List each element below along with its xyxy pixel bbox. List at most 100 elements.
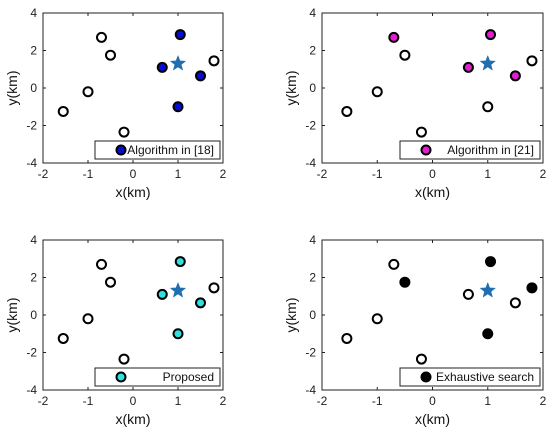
candidate-point <box>57 332 69 344</box>
target-star-marker <box>479 281 497 298</box>
x-tick-label: 0 <box>130 167 137 181</box>
selected-point <box>485 29 497 41</box>
candidate-point <box>388 258 400 270</box>
selected-point <box>174 29 186 41</box>
legend-box <box>399 140 541 160</box>
y-tick-label: 0 <box>30 308 37 322</box>
x-tick-label: -1 <box>83 167 94 181</box>
candidate-point <box>82 313 94 325</box>
legend-label: Algorithm in [21] <box>447 143 534 157</box>
selected-point <box>462 61 474 73</box>
y-tick-label: 0 <box>309 81 316 95</box>
legend-box <box>399 367 541 387</box>
candidate-point <box>57 105 69 117</box>
selected-point <box>388 31 400 43</box>
candidate-point <box>526 55 538 67</box>
target-star-marker <box>479 54 497 71</box>
y-tick-label: -4 <box>26 383 37 397</box>
candidate-point <box>341 105 353 117</box>
candidate-point <box>208 282 220 294</box>
selected-point <box>156 288 168 300</box>
x-axis-label: x(km) <box>116 411 151 427</box>
y-tick-label: -2 <box>26 346 37 360</box>
x-tick-label: -2 <box>38 394 49 408</box>
x-tick-label: -1 <box>83 394 94 408</box>
selected-point <box>172 328 184 340</box>
y-tick-label: -4 <box>305 383 316 397</box>
y-tick-label: 4 <box>309 6 316 20</box>
candidate-point <box>105 276 116 288</box>
selected-point <box>509 70 521 82</box>
y-tick-label: 2 <box>309 271 316 285</box>
x-tick-label: 1 <box>484 394 491 408</box>
x-tick-label: -2 <box>38 167 49 181</box>
candidate-point <box>208 55 220 67</box>
y-tick-label: 2 <box>30 271 37 285</box>
x-tick-label: 1 <box>484 167 491 181</box>
candidate-point <box>399 49 411 61</box>
y-axis-label: y(km) <box>283 298 299 333</box>
plot-area <box>321 239 544 391</box>
candidate-point <box>118 126 130 138</box>
legend-label: Algorithm in [18] <box>127 143 214 157</box>
legend-marker <box>115 371 127 383</box>
selected-point <box>526 282 538 294</box>
target-star-marker <box>169 281 187 298</box>
y-tick-label: -4 <box>305 156 316 170</box>
y-tick-label: -2 <box>305 119 316 133</box>
candidate-point <box>118 353 130 365</box>
legend-box <box>94 367 221 387</box>
target-star-marker <box>169 54 187 71</box>
plot-area <box>42 239 224 391</box>
x-tick-label: -2 <box>317 394 328 408</box>
selected-point <box>195 297 206 309</box>
selected-point <box>172 101 184 113</box>
x-tick-label: 1 <box>175 394 182 408</box>
y-tick-label: 4 <box>30 233 37 247</box>
candidate-point <box>105 49 116 61</box>
plot-area <box>321 12 544 164</box>
legend-label: Exhaustive search <box>436 370 534 384</box>
x-axis-label: x(km) <box>415 411 450 427</box>
x-tick-label: 0 <box>429 167 436 181</box>
candidate-point <box>96 258 107 270</box>
y-tick-label: -2 <box>305 346 316 360</box>
selected-point <box>485 256 497 268</box>
y-axis-label: y(km) <box>283 71 299 106</box>
y-tick-label: 2 <box>30 44 37 58</box>
legend-marker <box>115 144 127 156</box>
x-tick-label: 2 <box>540 167 547 181</box>
legend-marker <box>420 144 432 156</box>
x-tick-label: -1 <box>372 167 383 181</box>
candidate-point <box>371 313 383 325</box>
x-tick-label: 1 <box>175 167 182 181</box>
candidate-point <box>415 353 427 365</box>
legend-box <box>94 140 221 160</box>
y-tick-label: -4 <box>26 156 37 170</box>
legend-marker <box>420 371 432 383</box>
candidate-point <box>415 126 427 138</box>
y-tick-label: -2 <box>26 119 37 133</box>
plot-area <box>42 12 224 164</box>
candidate-point <box>96 31 107 43</box>
selected-point <box>156 61 168 73</box>
candidate-point <box>462 288 474 300</box>
x-axis-label: x(km) <box>415 184 450 200</box>
y-axis-label: y(km) <box>4 71 20 106</box>
selected-point <box>195 70 206 82</box>
x-tick-label: 2 <box>540 394 547 408</box>
x-tick-label: -2 <box>317 167 328 181</box>
legend-label: Proposed <box>163 370 214 384</box>
candidate-point <box>341 332 353 344</box>
candidate-point <box>371 86 383 98</box>
candidate-point <box>509 297 521 309</box>
candidate-point <box>482 101 494 113</box>
x-tick-label: 2 <box>220 394 227 408</box>
y-tick-label: 0 <box>30 81 37 95</box>
x-tick-label: 0 <box>429 394 436 408</box>
